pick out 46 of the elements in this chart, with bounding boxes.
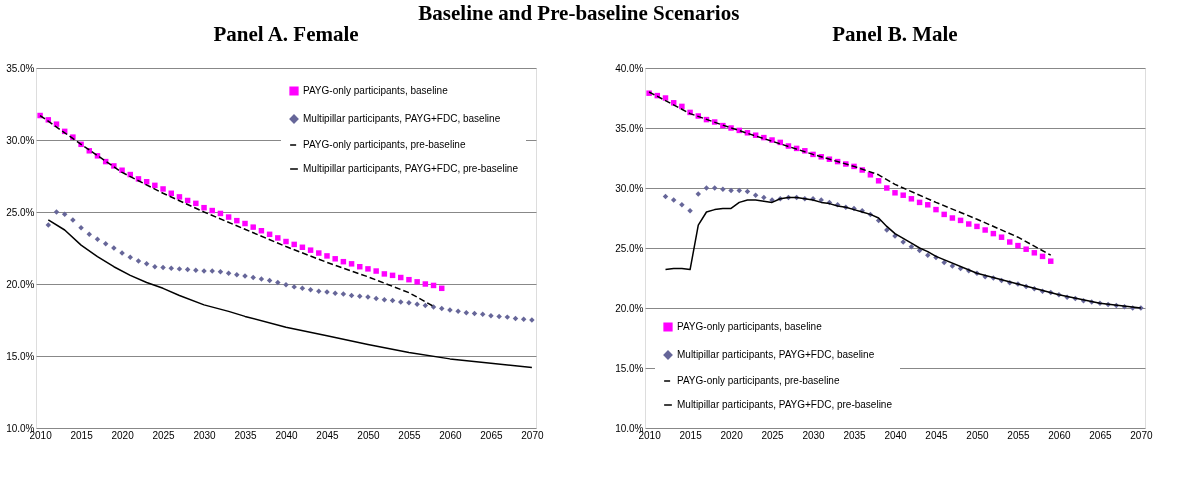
legend-label: PAYG-only participants, baseline: [677, 321, 823, 332]
x-tick-label: 2065: [480, 429, 503, 441]
x-tick-label: 2065: [1089, 429, 1112, 441]
x-tick-label: 2055: [398, 429, 422, 441]
x-tick-label: 2045: [925, 429, 949, 441]
x-tick-label: 2050: [357, 429, 381, 441]
y-tick-label: 15.0%: [6, 350, 35, 362]
chart-title: Panel A. Female: [213, 22, 359, 46]
x-tick-label: 2050: [966, 429, 990, 441]
x-tick-label: 2040: [884, 429, 908, 441]
x-tick-label: 2055: [1007, 429, 1031, 441]
y-tick-label: 40.0%: [615, 62, 644, 74]
legend-label: Multipillar participants, PAYG+FDC, baseline: [303, 113, 501, 124]
x-tick-label: 2015: [679, 429, 703, 441]
x-tick-label: 2030: [802, 429, 826, 441]
y-tick-label: 20.0%: [6, 278, 35, 290]
legend-label: PAYG-only participants, pre-baseline: [677, 375, 840, 386]
x-tick-label: 2045: [316, 429, 340, 441]
x-tick-label: 2015: [70, 429, 94, 441]
y-tick-label: 25.0%: [6, 206, 35, 218]
x-tick-label: 2070: [521, 429, 544, 441]
x-tick-label: 2020: [111, 429, 135, 441]
x-tick-label: 2035: [234, 429, 258, 441]
legend-label: PAYG-only participants, baseline: [303, 85, 449, 96]
x-tick-label: 2070: [1130, 429, 1153, 441]
x-tick-label: 2035: [843, 429, 867, 441]
text: Baseline and Pre-baseline Scenarios: [418, 0, 740, 25]
x-tick-label: 2025: [152, 429, 176, 441]
x-tick-label: 2060: [1048, 429, 1071, 441]
x-tick-label: 2030: [193, 429, 217, 441]
x-tick-label: 2025: [761, 429, 785, 441]
y-tick-label: 35.0%: [6, 62, 35, 74]
y-tick-label: 35.0%: [615, 122, 644, 134]
x-tick-label: 2060: [439, 429, 462, 441]
legend-label: Multipillar participants, PAYG+FDC, pre-baseline: [677, 399, 893, 410]
x-tick-label: 2020: [720, 429, 744, 441]
legend-label: PAYG-only participants, pre-baseline: [303, 139, 466, 150]
legend-label: Multipillar participants, PAYG+FDC, pre-baseline: [303, 163, 519, 174]
y-tick-label: 25.0%: [615, 242, 644, 254]
y-tick-label: 20.0%: [615, 302, 644, 314]
y-tick-label: 30.0%: [615, 182, 644, 194]
chart-title: Panel B. Male: [832, 22, 958, 46]
y-tick-label: 15.0%: [615, 362, 644, 374]
x-tick-label: 2040: [275, 429, 299, 441]
legend-label: Multipillar participants, PAYG+FDC, baseline: [677, 349, 875, 360]
y-tick-label: 30.0%: [6, 134, 35, 146]
